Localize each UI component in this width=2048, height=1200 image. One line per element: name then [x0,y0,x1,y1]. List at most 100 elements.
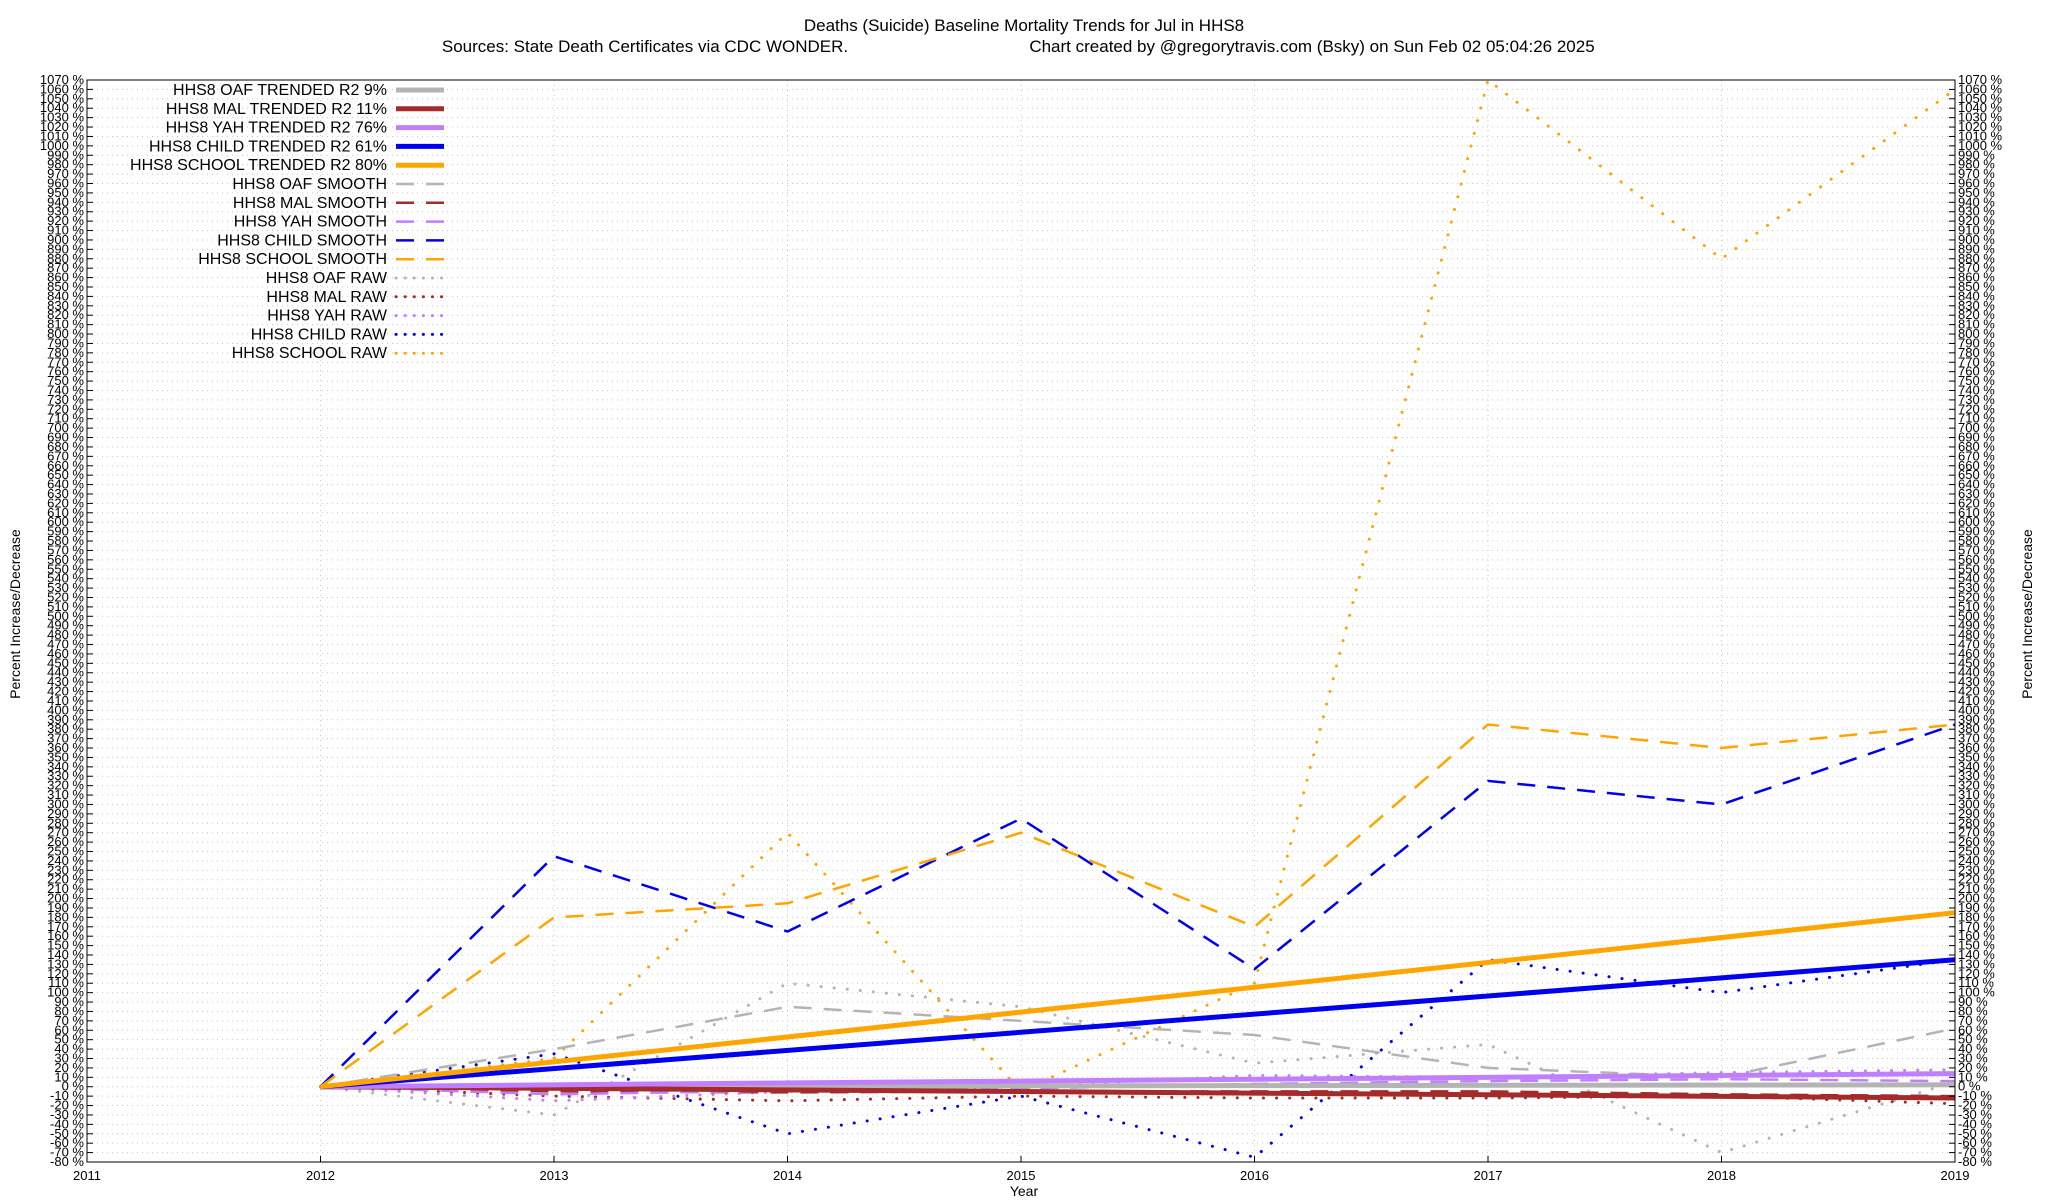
y-tick-label-left: 900 % [47,232,84,247]
y-tick-label-right: 330 % [1958,768,1995,783]
y-tick-label-left: 120 % [47,966,84,981]
y-tick-label-right: 190 % [1958,900,1995,915]
y-tick-label-left: 100 % [47,985,84,1000]
y-tick-label-left: 320 % [47,778,84,793]
y-tick-label-right: 380 % [1958,721,1995,736]
y-tick-label-right: 610 % [1958,505,1995,520]
series-line-1 [320,1084,1956,1101]
y-tick-label-left: 430 % [47,674,84,689]
y-tick-label-right: 290 % [1958,806,1995,821]
y-tick-label-left: 640 % [47,477,84,492]
y-tick-label-left: 300 % [47,796,84,811]
y-tick-label-left: 870 % [47,260,84,275]
y-tick-label-left: 130 % [47,956,84,971]
y-tick-label-left: 0 % [62,1079,85,1094]
y-tick-label-right: 490 % [1958,618,1995,633]
series-line-13 [319,958,1957,1159]
y-tick-label-left: 170 % [47,919,84,934]
y-tick-label-left: 610 % [47,505,84,520]
y-tick-label-left: 210 % [47,881,84,896]
y-tick-label-right: 80 % [1958,1003,1988,1018]
legend-entry-label: HHS8 SCHOOL RAW [232,345,388,362]
y-tick-label-right: 280 % [1958,815,1995,830]
y-tick-label-left: -40 % [50,1116,84,1131]
y-tick-label-right: 960 % [1958,175,1995,190]
y-tick-label-right: 530 % [1958,580,1995,595]
y-tick-label-left: 360 % [47,740,84,755]
x-tick-label: 2018 [1707,1168,1736,1183]
y-tick-label-right: 1050 % [1958,91,2003,106]
y-tick-label-right: 580 % [1958,533,1995,548]
chart-title: Deaths (Suicide) Baseline Mortality Tren… [804,16,1244,35]
y-tick-label-right: 1020 % [1958,119,2003,134]
y-tick-label-left: 630 % [47,486,84,501]
y-tick-label-right: 570 % [1958,542,1995,557]
legend-entry-label: HHS8 MAL TRENDED R2 11% [166,101,387,118]
y-tick-label-right: -80 % [1958,1154,1992,1169]
y-tick-label-right: 970 % [1958,166,1995,181]
y-tick-label-left: 500 % [47,608,84,623]
x-axis-label: Year [1010,1183,1039,1199]
series-line-4 [320,910,1956,1090]
y-tick-label-left: 570 % [47,542,84,557]
y-tick-label-left: 1020 % [40,119,85,134]
y-tick-label-right: 400 % [1958,702,1995,717]
y-tick-label-right: 1010 % [1958,128,2003,143]
y-tick-label-left: 590 % [47,524,84,539]
y-tick-label-left: 280 % [47,815,84,830]
y-tick-label-right: 720 % [1958,401,1995,416]
series-line-14 [319,77,1957,1094]
x-tick-label: 2014 [773,1168,802,1183]
y-tick-label-right: 500 % [1958,608,1995,623]
y-tick-label-right: 10 % [1958,1069,1988,1084]
y-tick-label-left: 820 % [47,307,84,322]
y-tick-label-right: 450 % [1958,655,1995,670]
y-tick-label-right: 600 % [1958,514,1995,529]
y-tick-label-right: 880 % [1958,251,1995,266]
y-tick-label-left: 750 % [47,373,84,388]
y-tick-label-right: 30 % [1958,1051,1988,1066]
y-tick-label-left: 330 % [47,768,84,783]
y-tick-label-left: 480 % [47,627,84,642]
y-tick-label-left: 800 % [47,326,84,341]
y-tick-label-left: -70 % [50,1145,84,1160]
y-tick-label-left: 930 % [47,204,84,219]
y-tick-label-left: 810 % [47,317,84,332]
y-tick-label-left: 180 % [47,909,84,924]
y-tick-label-right: -60 % [1958,1135,1992,1150]
y-tick-label-right: 560 % [1958,552,1995,567]
y-tick-label-left: 540 % [47,571,84,586]
y-tick-label-left: 880 % [47,251,84,266]
y-tick-label-left: -60 % [50,1135,84,1150]
y-tick-label-left: 990 % [47,147,84,162]
y-tick-label-right: 140 % [1958,947,1995,962]
y-tick-label-left: 420 % [47,684,84,699]
y-tick-label-left: 980 % [47,157,84,172]
y-tick-label-left: 50 % [54,1032,84,1047]
y-tick-label-left: 350 % [47,749,84,764]
y-tick-label-right: 930 % [1958,204,1995,219]
y-tick-label-right: 170 % [1958,919,1995,934]
chart-subtitle-source: Sources: State Death Certificates via CD… [442,37,848,56]
legend-entry-label: HHS8 MAL SMOOTH [233,195,387,212]
y-tick-label-right: 770 % [1958,354,1995,369]
y-tick-label-left: 400 % [47,702,84,717]
y-tick-label-left: 580 % [47,533,84,548]
y-tick-label-right: -70 % [1958,1145,1992,1160]
series-line-9 [319,723,1956,1088]
y-tick-label-right: 990 % [1958,147,1995,162]
y-tick-label-left: 340 % [47,759,84,774]
legend-entry-label: HHS8 OAF TRENDED R2 9% [173,82,387,99]
y-tick-label-right: 40 % [1958,1041,1988,1056]
y-tick-label-left: 710 % [47,411,84,426]
y-tick-label-right: 110 % [1958,975,1994,990]
y-tick-label-left: 1000 % [40,138,85,153]
y-tick-label-left: 410 % [47,693,84,708]
y-tick-label-right: 0 % [1958,1079,1981,1094]
y-tick-label-right: 860 % [1958,270,1995,285]
y-tick-label-left: 690 % [47,430,84,445]
y-tick-label-left: 920 % [47,213,84,228]
y-tick-label-right: 910 % [1958,223,1995,238]
y-tick-label-left: 840 % [47,288,84,303]
y-tick-label-left: 200 % [47,891,84,906]
